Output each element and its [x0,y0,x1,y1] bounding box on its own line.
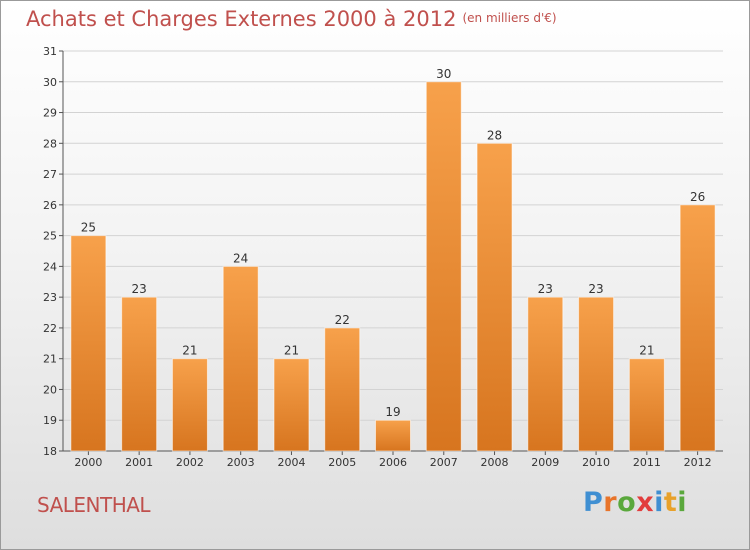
x-tick-label: 2007 [430,456,458,469]
bar-outline [476,142,513,452]
logo-letter: t [663,487,678,518]
value-label: 23 [588,282,603,296]
chart-title: Achats et Charges Externes 2000 à 2012 (e… [26,7,557,31]
y-tick-label: 19 [43,414,57,427]
x-tick-label: 2004 [277,456,305,469]
bar [172,358,208,451]
chart-subtitle: (en milliers d'€) [462,11,557,25]
bar-outline [679,204,716,452]
bar [324,327,360,451]
bar [70,235,106,451]
bar-outline [273,358,310,452]
town-name: SALENTHAL [37,493,151,517]
value-label: 21 [182,344,197,358]
value-label: 28 [487,128,502,142]
y-tick-label: 31 [43,45,57,58]
value-label: 23 [538,282,553,296]
value-label: 30 [436,67,451,81]
value-label: 21 [284,344,299,358]
bar-outline [171,358,208,452]
bar [273,358,309,451]
bar-outline [527,296,564,452]
grid-lines [63,50,723,452]
logo-letter: r [603,487,618,518]
bar-outline [628,358,665,452]
y-tick-label: 30 [43,76,57,89]
bar-outline [375,419,411,452]
bar [477,143,513,452]
x-tick-label: 2008 [481,456,509,469]
logo-letter: x [636,487,655,518]
bar [629,358,665,451]
y-tick-label: 29 [43,107,57,120]
y-tick-label: 24 [43,260,57,273]
x-tick-label: 2012 [684,456,712,469]
bar [375,420,411,451]
value-label: 24 [233,251,248,265]
y-tick-label: 25 [43,230,57,243]
logo-letter: i [677,487,688,518]
y-tick-label: 22 [43,322,57,335]
x-tick-label: 2011 [633,456,661,469]
y-tick-labels: 18 19 20 21 22 23 24 25 26 27 28 29 30 31 [43,45,57,458]
bar-outline [578,296,615,452]
bar [223,266,259,451]
x-tick-label: 2005 [328,456,356,469]
y-tick-label: 20 [43,383,57,396]
value-label: 26 [690,190,705,204]
x-tick-label: 2000 [74,456,102,469]
x-tick-label: 2010 [582,456,610,469]
y-tick-label: 28 [43,137,57,150]
bars [70,81,716,452]
logo-letter: i [654,487,664,518]
bar-outline [222,265,259,452]
axes [59,50,723,455]
bar-outline [324,327,361,452]
bar [426,81,462,452]
value-label: 25 [81,221,96,235]
x-tick-label: 2001 [125,456,153,469]
value-label: 22 [335,313,350,327]
y-tick-label: 23 [43,291,57,304]
x-tick-label: 2002 [176,456,204,469]
y-tick-label: 27 [43,168,57,181]
bar-outline [425,81,462,452]
proxiti-logo[interactable]: Proxiti [583,487,687,518]
value-label: 21 [639,344,654,358]
y-tick-label: 21 [43,353,57,366]
logo-letter: P [583,487,604,518]
chart-title-text: Achats et Charges Externes 2000 à 2012 [26,7,457,31]
x-tick-label: 2009 [531,456,559,469]
bar [578,297,614,451]
y-tick-label: 18 [43,445,57,458]
x-tick-label: 2003 [227,456,255,469]
value-labels: 25 23 21 24 21 22 19 30 28 23 23 21 26 [81,67,706,419]
logo-letter: o [617,487,637,518]
x-tick-label: 2006 [379,456,407,469]
bar-outline [70,235,107,452]
bar-outline [121,296,158,452]
value-label: 19 [385,405,400,419]
x-tick-labels: 2000 2001 2002 2003 2004 2005 2006 2007 2008 2009… [74,456,711,469]
bar [121,297,157,451]
bar [527,297,563,451]
y-tick-label: 26 [43,199,57,212]
bar [680,204,716,451]
value-label: 23 [132,282,147,296]
